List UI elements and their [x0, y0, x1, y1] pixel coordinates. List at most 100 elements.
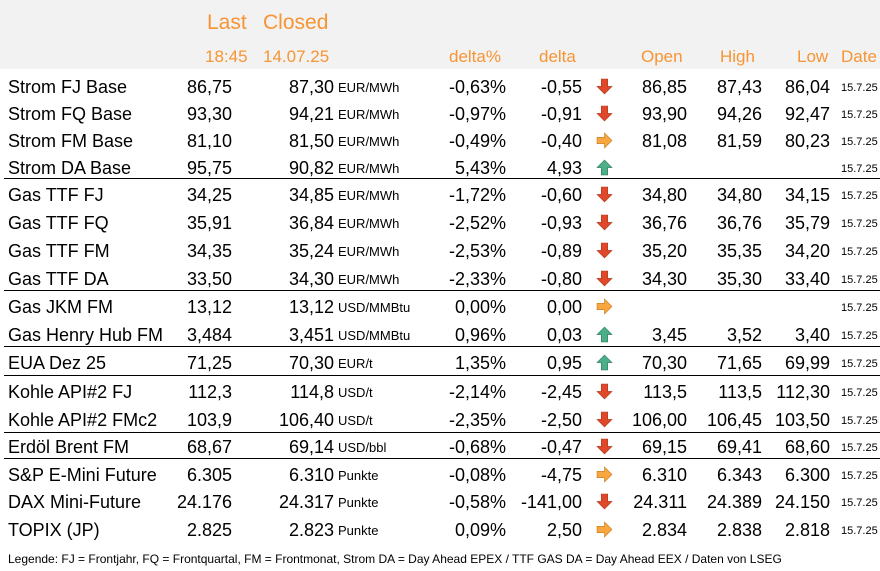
- cell-open: 35,20: [641, 241, 687, 261]
- cell-open: 2.834: [641, 520, 687, 540]
- cell-high: 34,80: [716, 185, 762, 205]
- cell-closed: 3,451: [288, 325, 334, 345]
- cell-date: 15.7.25: [841, 470, 878, 482]
- cell-closed: 34,85: [288, 185, 334, 205]
- cell-open: 69,15: [641, 437, 687, 457]
- instrument-name: Gas Henry Hub FM: [8, 325, 164, 345]
- cell-low: 34,15: [784, 185, 830, 205]
- cell-high: 113,5: [718, 382, 762, 402]
- cell-high: 35,35: [716, 241, 762, 261]
- cell-high: 35,30: [716, 269, 762, 289]
- cell-delta: -0,40: [540, 131, 582, 151]
- trend-down-arrow-icon: [596, 186, 613, 203]
- cell-dpct: -0,63%: [448, 77, 506, 97]
- cell-delta: 0,03: [546, 325, 582, 345]
- cell-low: 34,20: [784, 241, 830, 261]
- cell-date: 15.7.25: [841, 246, 878, 258]
- trend-side-arrow-icon: [596, 466, 613, 483]
- cell-date: 15.7.25: [841, 442, 878, 454]
- group-separator: [4, 290, 880, 291]
- cell-closed: 35,24: [288, 241, 334, 261]
- cell-high: 87,43: [716, 77, 762, 97]
- header-closed-date: 14.07.25: [263, 47, 330, 66]
- header-low: Low: [797, 47, 829, 66]
- table-row: DAX Mini-Future 24.176 24.317 -0,58% -141,00…: [4, 487, 880, 514]
- cell-delta: 2,50: [546, 520, 582, 540]
- instrument-name: TOPIX (JP): [8, 520, 100, 540]
- cell-open: 24.311: [633, 492, 687, 512]
- cell-open: 34,80: [641, 185, 687, 205]
- cell-date: 15.7.25: [841, 190, 878, 202]
- cell-closed: 90,82: [288, 158, 334, 178]
- cell-high: 106,45: [706, 410, 762, 430]
- cell-delta: -0,93: [540, 213, 582, 233]
- table-row: Kohle API#2 FMc2 103,9 106,40 -2,35% -2,50 10…: [4, 405, 880, 432]
- cell-closed: 6.310: [288, 465, 334, 485]
- cell-unit: Punkte: [338, 523, 379, 538]
- cell-open: 70,30: [641, 353, 687, 373]
- group-separator: [4, 178, 880, 179]
- group-separator: [4, 375, 880, 376]
- cell-unit: Punkte: [338, 468, 379, 483]
- cell-open: 6.310: [641, 465, 687, 485]
- instrument-name: Gas JKM FM: [8, 297, 114, 317]
- header-date: Date: [841, 47, 877, 66]
- cell-unit: Punkte: [338, 495, 379, 510]
- cell-open: 86,85: [641, 77, 687, 97]
- cell-low: 68,60: [784, 437, 830, 457]
- cell-dpct: -0,68%: [448, 437, 506, 457]
- group-separator: [4, 458, 880, 459]
- table-row: Gas TTF FM 34,35 35,24 -2,53% -0,89 35,20 35,3…: [4, 236, 880, 263]
- cell-last: 112,3: [188, 382, 232, 402]
- legend-text: Legende: FJ = Frontjahr, FQ = Frontquart…: [8, 552, 782, 566]
- trend-side-arrow-icon: [596, 132, 613, 149]
- cell-date: 15.7.25: [841, 387, 878, 399]
- cell-date: 15.7.25: [841, 302, 878, 314]
- instrument-name: Kohle API#2 FJ: [8, 382, 133, 402]
- instrument-name: EUA Dez 25: [8, 353, 107, 373]
- cell-last: 6.305: [186, 465, 232, 485]
- cell-delta: -2,50: [540, 410, 582, 430]
- cell-date: 15.7.25: [841, 82, 878, 94]
- trend-down-arrow-icon: [596, 242, 613, 259]
- table-row: S&P E-Mini Future 6.305 6.310 -0,08% -4,75 6.…: [4, 460, 880, 487]
- cell-last: 34,25: [186, 185, 232, 205]
- cell-low: 80,23: [784, 131, 830, 151]
- cell-unit: USD/t: [338, 413, 373, 428]
- instrument-name: Gas TTF DA: [8, 269, 109, 289]
- cell-unit: USD/MMBtu: [338, 328, 411, 343]
- cell-high: 81,59: [716, 131, 762, 151]
- cell-dpct: -0,58%: [448, 492, 506, 512]
- cell-unit: EUR/MWh: [338, 134, 400, 149]
- cell-closed: 34,30: [288, 269, 334, 289]
- cell-closed: 13,12: [288, 297, 334, 317]
- cell-delta: 0,95: [546, 353, 582, 373]
- cell-last: 93,30: [186, 104, 232, 124]
- cell-dpct: -0,08%: [448, 465, 506, 485]
- cell-closed: 2.823: [288, 520, 334, 540]
- instrument-name: S&P E-Mini Future: [8, 465, 157, 485]
- cell-unit: USD/bbl: [338, 440, 387, 455]
- table-row: TOPIX (JP) 2.825 2.823 0,09% 2,50 2.834 2.838 2…: [4, 515, 880, 542]
- header-last: Last: [207, 11, 247, 34]
- cell-high: 94,26: [716, 104, 762, 124]
- table-row: Gas TTF FJ 34,25 34,85 -1,72% -0,60 34,80 34,8…: [4, 180, 880, 207]
- cell-low: 3,40: [794, 325, 830, 345]
- header-open: Open: [641, 47, 683, 66]
- table-row: Kohle API#2 FJ 112,3 114,8 -2,14% -2,45 113,5…: [4, 377, 880, 404]
- trend-up-arrow-icon: [596, 159, 613, 176]
- trend-down-arrow-icon: [596, 270, 613, 287]
- cell-delta: -0,89: [540, 241, 582, 261]
- cell-high: 36,76: [716, 213, 762, 233]
- cell-open: 113,5: [643, 382, 687, 402]
- cell-last: 71,25: [186, 353, 232, 373]
- cell-delta: 4,93: [546, 158, 582, 178]
- header-delta-pct: delta%: [449, 47, 501, 66]
- cell-last: 34,35: [186, 241, 232, 261]
- trend-down-arrow-icon: [596, 383, 613, 400]
- table-row: Strom DA Base 95,75 90,82 5,43% 4,93 EUR/MWh 1…: [4, 153, 880, 180]
- cell-delta: -2,45: [540, 382, 582, 402]
- cell-date: 15.7.25: [841, 497, 878, 509]
- instrument-name: Strom FM Base: [8, 131, 134, 151]
- cell-high: 2.838: [716, 520, 762, 540]
